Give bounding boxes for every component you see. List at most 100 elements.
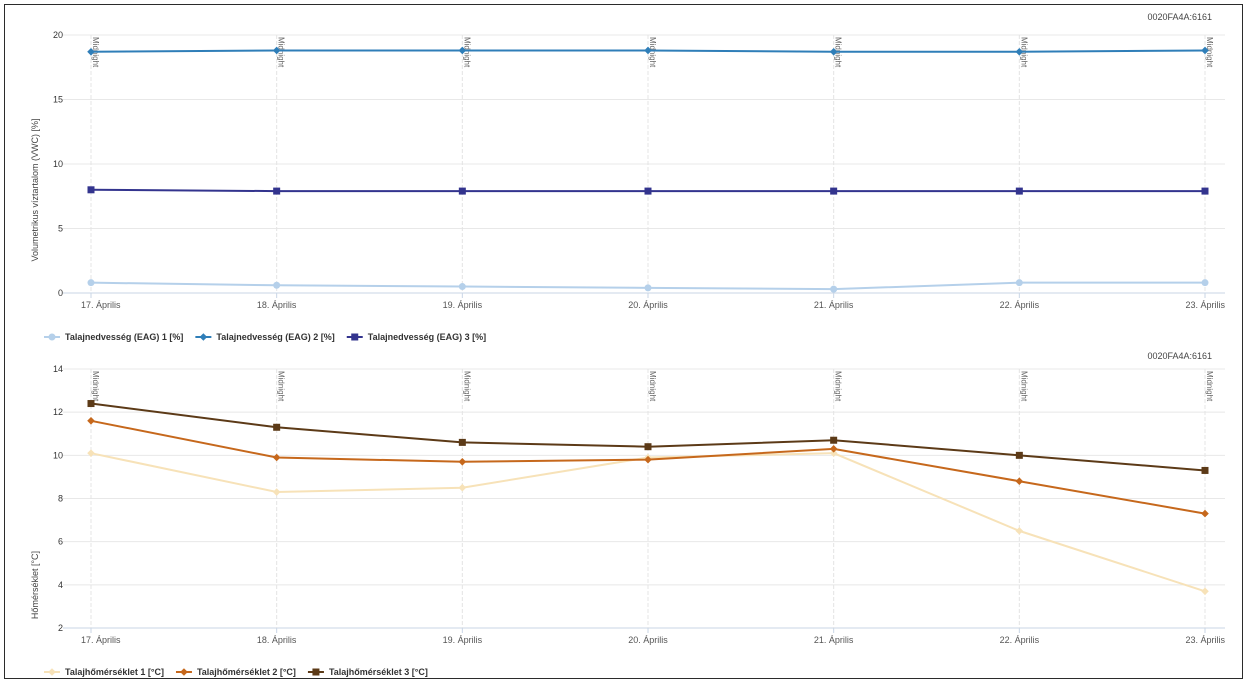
x-tick-label: 17. Április [81,635,121,645]
legend-item-1[interactable]: Talajnedvesség (EAG) 1 [%] [44,332,183,342]
data-point-series-3[interactable] [273,187,281,195]
data-point-series-1[interactable] [87,279,95,287]
legend-item-1[interactable]: Talajhőmérséklet 1 [°C] [44,667,164,677]
chart-1: 0 5 10 15 20 Midnight 17. Április Midnight 18. Á… [44,30,1226,342]
data-point-series-2[interactable] [1015,47,1024,56]
legend-label: Talajhőmérséklet 3 [°C] [329,667,428,677]
data-point-series-3[interactable] [1201,466,1209,474]
data-point-series-2[interactable] [1201,509,1209,518]
midnight-marker-label: Midnight [91,371,100,402]
data-point-series-1[interactable] [830,285,838,293]
y-tick-label: 6 [58,537,63,547]
midnight-marker-label: Midnight [648,37,657,68]
y-tick-label: 12 [53,407,63,417]
data-point-series-3[interactable] [458,187,466,195]
legend-label: Talajhőmérséklet 1 [°C] [65,667,164,677]
data-point-series-1[interactable] [1015,527,1024,535]
y-axis-label-1: Volumetrikus víztartalom (VWC) [%] [30,118,40,261]
midnight-marker-label: Midnight [462,37,471,68]
data-point-series-3[interactable] [458,438,466,446]
y-tick-label: 5 [58,224,63,234]
x-tick-label: 20. Április [628,300,668,310]
legend-label: Talajnedvesség (EAG) 3 [%] [368,332,486,342]
x-tick-label: 18. Április [257,300,297,310]
y-tick-label: 8 [58,494,63,504]
data-point-series-2[interactable] [458,458,467,466]
legend-label: Talajhőmérséklet 2 [°C] [197,667,296,677]
x-tick-label: 18. Április [257,635,297,645]
y-tick-label: 14 [53,364,63,374]
data-point-series-2[interactable] [644,455,652,464]
data-point-series-2[interactable] [272,453,281,462]
midnight-marker-label: Midnight [648,371,657,402]
legend-item-3[interactable]: Talajnedvesség (EAG) 3 [%] [346,332,486,342]
legend-label: Talajnedvesség (EAG) 1 [%] [65,332,183,342]
y-tick-label: 0 [58,288,63,298]
legend-item-3[interactable]: Talajhőmérséklet 3 [°C] [307,667,428,677]
data-point-series-2[interactable] [87,417,95,425]
midnight-marker-label: Midnight [1205,371,1214,402]
data-point-series-1[interactable] [272,488,281,496]
x-tick-label: 21. Április [814,635,854,645]
legend-marker-icon[interactable] [199,333,208,341]
y-tick-label: 2 [58,623,63,633]
legend-label: Talajnedvesség (EAG) 2 [%] [216,332,334,342]
x-tick-label: 19. Április [443,300,483,310]
legend-marker-icon[interactable] [351,333,359,341]
legend-marker-icon[interactable] [312,668,320,676]
data-point-series-3[interactable] [273,423,281,431]
midnight-marker-label: Midnight [462,371,471,402]
midnight-marker-label: Midnight [277,37,286,68]
legend-item-2[interactable]: Talajnedvesség (EAG) 2 [%] [195,332,335,342]
legend-marker-icon[interactable] [48,668,56,676]
data-point-series-2[interactable] [829,47,838,56]
data-point-series-2[interactable] [87,47,95,56]
x-tick-label: 23. Április [1185,300,1225,310]
legend-marker-icon[interactable] [48,333,56,341]
x-tick-label: 21. Április [814,300,854,310]
data-point-series-3[interactable] [1015,187,1023,195]
data-point-series-3[interactable] [1015,451,1023,459]
data-point-series-3[interactable] [830,436,838,444]
data-point-series-2[interactable] [458,46,467,55]
data-point-series-2[interactable] [272,46,281,55]
data-point-series-2[interactable] [829,445,838,453]
data-point-series-2[interactable] [644,46,652,55]
data-point-series-1[interactable] [273,281,281,289]
data-point-series-1[interactable] [1201,279,1209,287]
y-axis-label-2: Hőmérséklet [°C] [30,551,40,619]
data-point-series-3[interactable] [644,187,652,195]
data-point-series-1[interactable] [1015,279,1023,287]
data-point-series-3[interactable] [644,443,652,451]
y-tick-label: 4 [58,580,63,590]
data-point-series-1[interactable] [87,449,95,457]
x-tick-label: 20. Április [628,635,668,645]
data-point-series-2[interactable] [1201,46,1209,55]
data-point-series-1[interactable] [458,283,466,291]
data-point-series-3[interactable] [87,186,95,194]
data-point-series-1[interactable] [644,284,652,292]
legend-item-2[interactable]: Talajhőmérséklet 2 [°C] [175,667,296,677]
x-tick-label: 22. Április [1000,635,1040,645]
chart-panel [4,4,1243,679]
x-tick-label: 22. Április [1000,300,1040,310]
data-point-series-3[interactable] [1201,187,1209,195]
legend-marker-icon[interactable] [180,668,188,676]
midnight-marker-label: Midnight [1019,371,1028,402]
data-point-series-1[interactable] [458,483,467,492]
y-tick-label: 10 [53,159,63,169]
y-tick-label: 10 [53,450,63,460]
data-point-series-1[interactable] [829,449,838,457]
data-point-series-1[interactable] [1201,587,1209,596]
x-tick-label: 17. Április [81,300,121,310]
device-id-label-2: 0020FA4A:6161 [1147,351,1212,361]
midnight-marker-label: Midnight [834,371,843,402]
x-tick-label: 23. Április [1185,635,1225,645]
x-tick-label: 19. Április [443,635,483,645]
data-point-series-3[interactable] [830,187,838,195]
device-id-label-1: 0020FA4A:6161 [1147,12,1212,22]
midnight-marker-label: Midnight [277,371,286,402]
data-point-series-3[interactable] [87,400,95,408]
data-point-series-2[interactable] [1015,477,1024,486]
